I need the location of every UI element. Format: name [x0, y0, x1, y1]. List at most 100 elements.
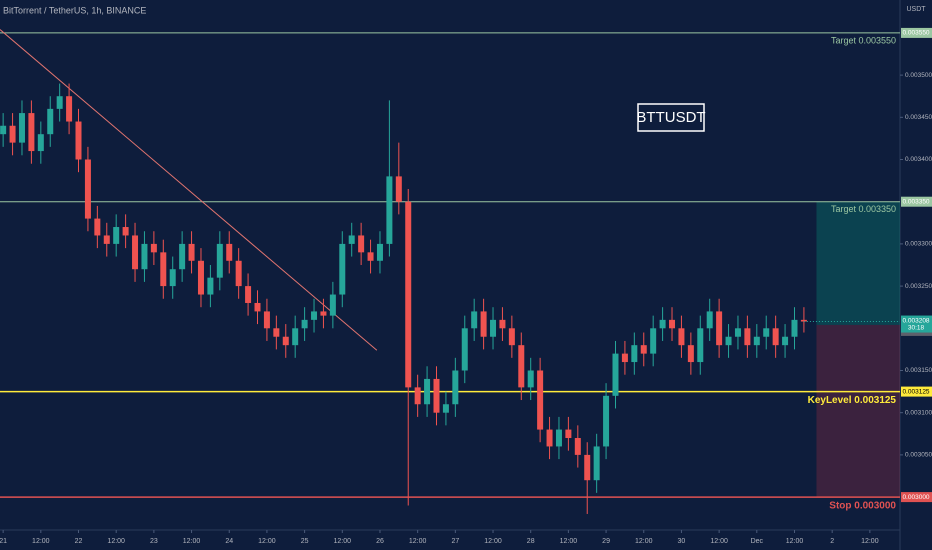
candle-body: [716, 311, 723, 346]
candle-body: [292, 328, 299, 346]
candle-body: [772, 328, 779, 346]
x-tick-label: 21: [0, 538, 7, 545]
candle-body: [84, 159, 91, 219]
level-tag: [901, 196, 932, 207]
level-tag-label: 0.003550: [902, 30, 929, 37]
x-tick-label: 12:00: [560, 538, 578, 545]
candle-body: [94, 218, 101, 236]
candle-body: [9, 125, 16, 143]
level-label: Target 0.003550: [831, 35, 896, 45]
candle-body: [405, 201, 412, 388]
candle-body: [631, 345, 638, 363]
candle-body: [612, 353, 619, 396]
candle-body: [753, 336, 760, 346]
candle-body: [226, 243, 233, 261]
y-tick-label: 0.003500: [905, 72, 932, 79]
candle-body: [791, 319, 798, 337]
candle-body: [339, 243, 346, 295]
candle-body: [122, 227, 129, 236]
candle-body: [18, 113, 25, 143]
candle-body: [197, 260, 204, 295]
candle-body: [508, 328, 515, 346]
level-label: Stop 0.003000: [829, 501, 896, 512]
candle-body: [452, 370, 459, 405]
candle-body: [461, 328, 468, 371]
x-tick-label: 28: [527, 538, 535, 545]
level-tag: [901, 492, 932, 503]
level-tag: [901, 27, 932, 38]
chart-title: BitTorrent / TetherUS, 1h, BINANCE: [3, 5, 146, 15]
x-tick-label: 30: [678, 538, 686, 545]
candle-body: [565, 429, 572, 439]
x-tick-label: 22: [75, 538, 83, 545]
y-tick-label: 0.003100: [905, 409, 932, 416]
candle-body: [640, 345, 647, 354]
y-tick-label: 0.003250: [905, 283, 932, 290]
x-tick-label: 25: [301, 538, 309, 545]
candle-body: [386, 176, 393, 244]
candle-body: [678, 328, 685, 346]
last-price-tag: [901, 315, 932, 333]
x-tick-label: 12:00: [334, 538, 352, 545]
candle-body: [414, 387, 421, 405]
candle-body: [207, 277, 214, 295]
candle-body: [47, 108, 54, 135]
position-profit-zone: [816, 201, 900, 325]
candle-body: [311, 311, 318, 320]
candle-body: [800, 319, 807, 322]
plot: Target 0.003550 Target 0.003350 KeyLevel 0…: [0, 29, 900, 514]
candle-body: [179, 243, 186, 270]
candle-body: [574, 438, 581, 455]
candle-body: [442, 404, 449, 413]
candle-body: [245, 286, 252, 303]
x-tick-label: 12:00: [32, 538, 50, 545]
symbol-label: BTTUSDT: [636, 109, 705, 126]
x-tick-label: 12:00: [409, 538, 427, 545]
level-label: Target 0.003350: [831, 204, 896, 214]
candle-body: [216, 243, 223, 278]
candle-body: [273, 328, 280, 337]
candle-body: [320, 311, 327, 316]
candle-body: [424, 378, 431, 405]
candle-body: [593, 446, 600, 481]
candle-body: [433, 378, 440, 413]
y-tick-label: 0.003300: [905, 241, 932, 248]
candle-body: [103, 235, 110, 244]
candle-body: [725, 336, 732, 346]
x-tick-label: 24: [225, 538, 233, 545]
candle-body: [490, 319, 497, 337]
level-tag-label: 0.003125: [902, 388, 929, 395]
x-tick-label: 12:00: [786, 538, 804, 545]
candle-body: [659, 319, 666, 329]
trendline: [0, 29, 378, 351]
candle-body: [263, 311, 270, 329]
candle-body: [301, 319, 308, 329]
candle-body: [669, 319, 676, 329]
candle-body: [499, 319, 506, 329]
candle-body: [358, 235, 365, 253]
level-tag-label: 0.003000: [902, 494, 929, 501]
x-tick-label: 2: [830, 538, 834, 545]
x-tick-label: 29: [602, 538, 610, 545]
candle-body: [584, 454, 591, 481]
position-loss-zone: [816, 324, 900, 498]
level-tag-label: 0.003350: [902, 198, 929, 205]
candle-body: [621, 353, 628, 363]
candle-body: [471, 311, 478, 329]
y-tick-label: 0.003400: [905, 156, 932, 163]
candle-body: [282, 336, 289, 346]
price-axis: [900, 0, 932, 550]
candle-body: [56, 96, 63, 109]
candle-body: [527, 370, 534, 388]
countdown-label: 30:18: [908, 324, 925, 331]
candle-body: [546, 429, 553, 447]
axis-unit: USDT: [906, 6, 926, 13]
candle-body: [235, 260, 242, 287]
candle-body: [782, 336, 789, 346]
candle-body: [37, 134, 44, 152]
candle-body: [376, 243, 383, 261]
candle-body: [734, 328, 741, 337]
candle-body: [132, 235, 139, 270]
level-label: KeyLevel 0.003125: [808, 395, 897, 406]
